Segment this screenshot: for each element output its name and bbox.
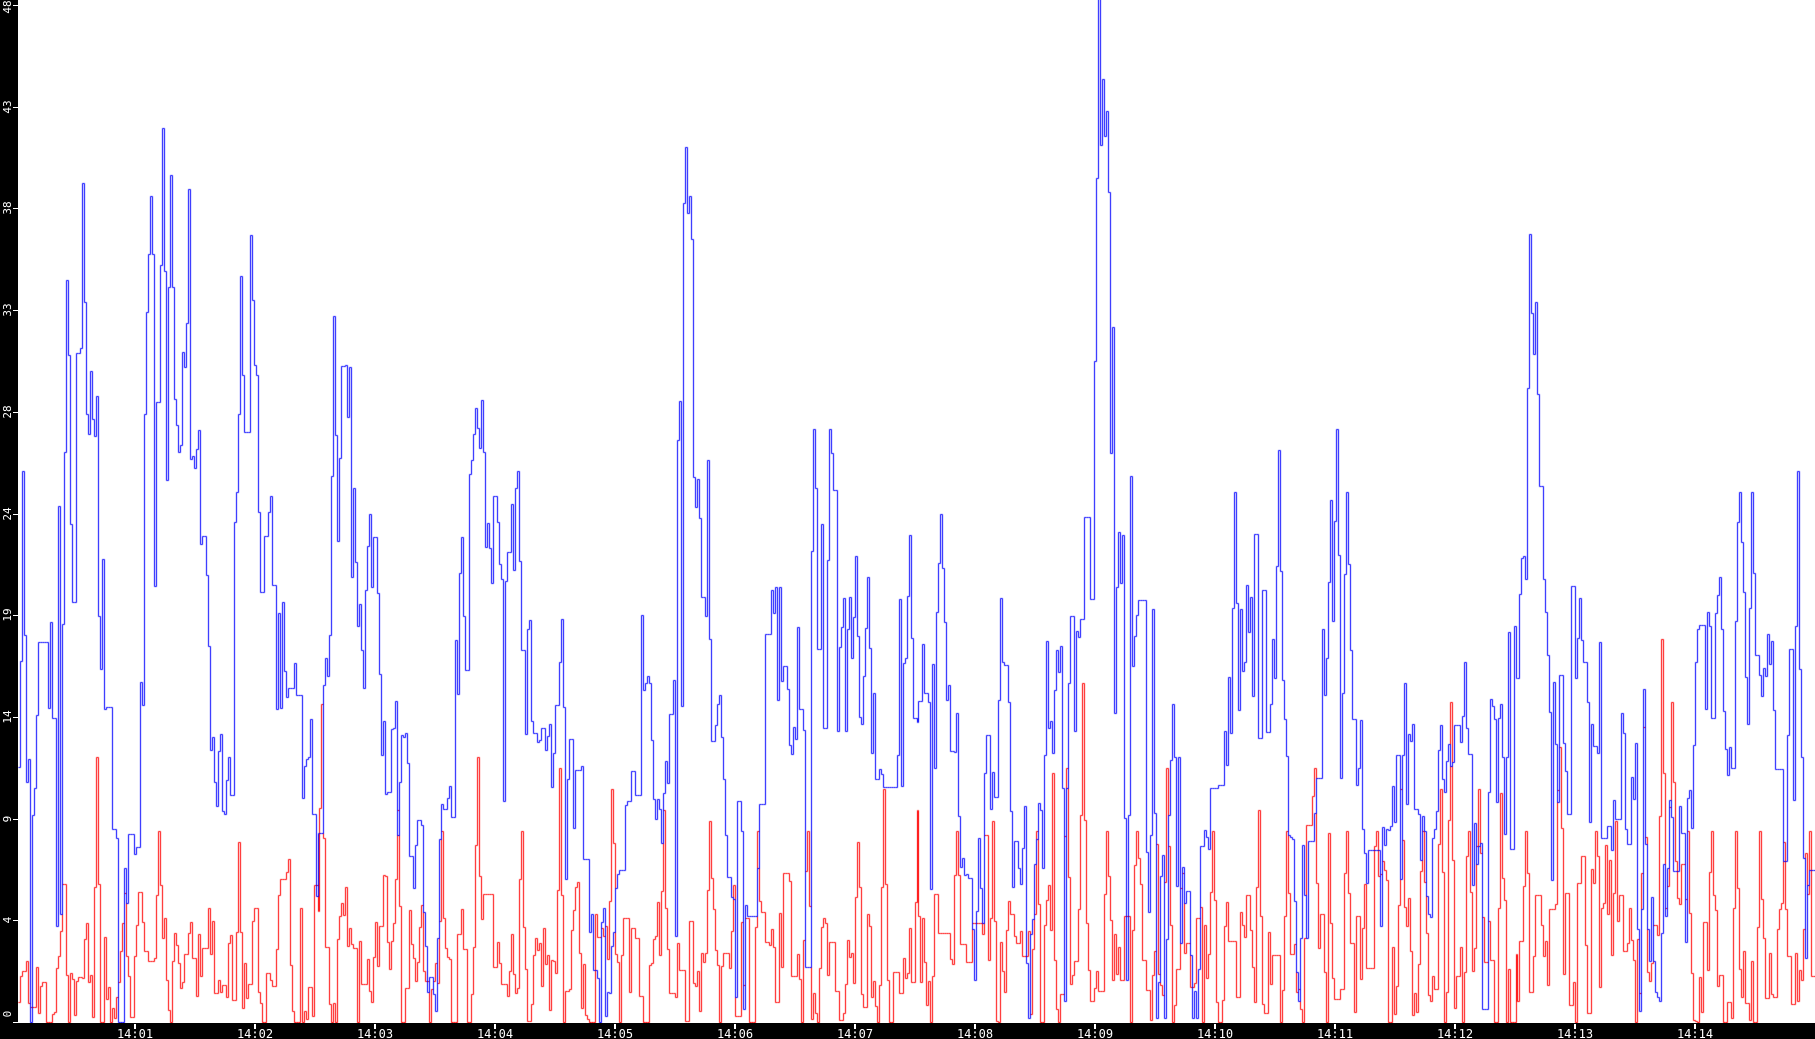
y-axis-tick (13, 107, 18, 108)
x-axis-tick (1454, 1024, 1456, 1029)
x-tick-label: 14:06 (716, 1027, 754, 1039)
y-tick-label: 4 (1, 916, 14, 924)
x-tick-label: 14:03 (356, 1027, 394, 1039)
y-axis-tick (13, 310, 18, 311)
y-axis-tick (13, 412, 18, 413)
x-tick-label: 14:07 (836, 1027, 874, 1039)
y-axis-tick (13, 717, 18, 718)
y-tick-label: 14 (1, 710, 14, 724)
y-tick-label: 28 (1, 405, 14, 419)
x-axis-tick (254, 1024, 256, 1029)
y-tick-label: 19 (1, 608, 14, 622)
x-axis-tick (974, 1024, 976, 1029)
y-tick-label: 0 (1, 1010, 14, 1018)
x-tick-label: 14:12 (1436, 1027, 1474, 1039)
y-tick-label: 38 (1, 201, 14, 215)
x-axis-bar (0, 1023, 1815, 1039)
x-tick-label: 14:10 (1196, 1027, 1234, 1039)
y-tick-label: 43 (1, 100, 14, 114)
y-axis-tick (13, 1022, 18, 1023)
y-axis-tick (13, 208, 18, 209)
x-tick-label: 14:08 (956, 1027, 994, 1039)
y-axis-tick (13, 819, 18, 820)
x-axis-tick (1574, 1024, 1576, 1029)
x-axis-tick (1094, 1024, 1096, 1029)
x-axis-tick (134, 1024, 136, 1029)
x-tick-label: 14:11 (1316, 1027, 1354, 1039)
y-tick-label: 48 (1, 0, 14, 14)
x-tick-label: 14:13 (1556, 1027, 1594, 1039)
y-axis-bar (0, 0, 18, 1039)
x-tick-label: 14:01 (116, 1027, 154, 1039)
y-tick-label: 24 (1, 507, 14, 521)
y-axis-tick (13, 920, 18, 921)
x-tick-label: 14:04 (476, 1027, 514, 1039)
x-tick-label: 14:05 (596, 1027, 634, 1039)
x-axis-tick (734, 1024, 736, 1029)
y-tick-label: 33 (1, 303, 14, 317)
x-axis-tick (374, 1024, 376, 1029)
x-tick-label: 14:09 (1076, 1027, 1114, 1039)
y-axis-tick (13, 615, 18, 616)
y-axis-tick (13, 514, 18, 515)
x-axis-tick (1214, 1024, 1216, 1029)
x-axis-tick (494, 1024, 496, 1029)
x-tick-label: 14:14 (1676, 1027, 1714, 1039)
x-axis-tick (1334, 1024, 1336, 1029)
y-axis-tick (13, 5, 18, 6)
y-tick-label: 9 (1, 815, 14, 823)
x-axis-tick (614, 1024, 616, 1029)
x-tick-label: 14:02 (236, 1027, 274, 1039)
x-axis-tick (1694, 1024, 1696, 1029)
x-axis-tick (854, 1024, 856, 1029)
